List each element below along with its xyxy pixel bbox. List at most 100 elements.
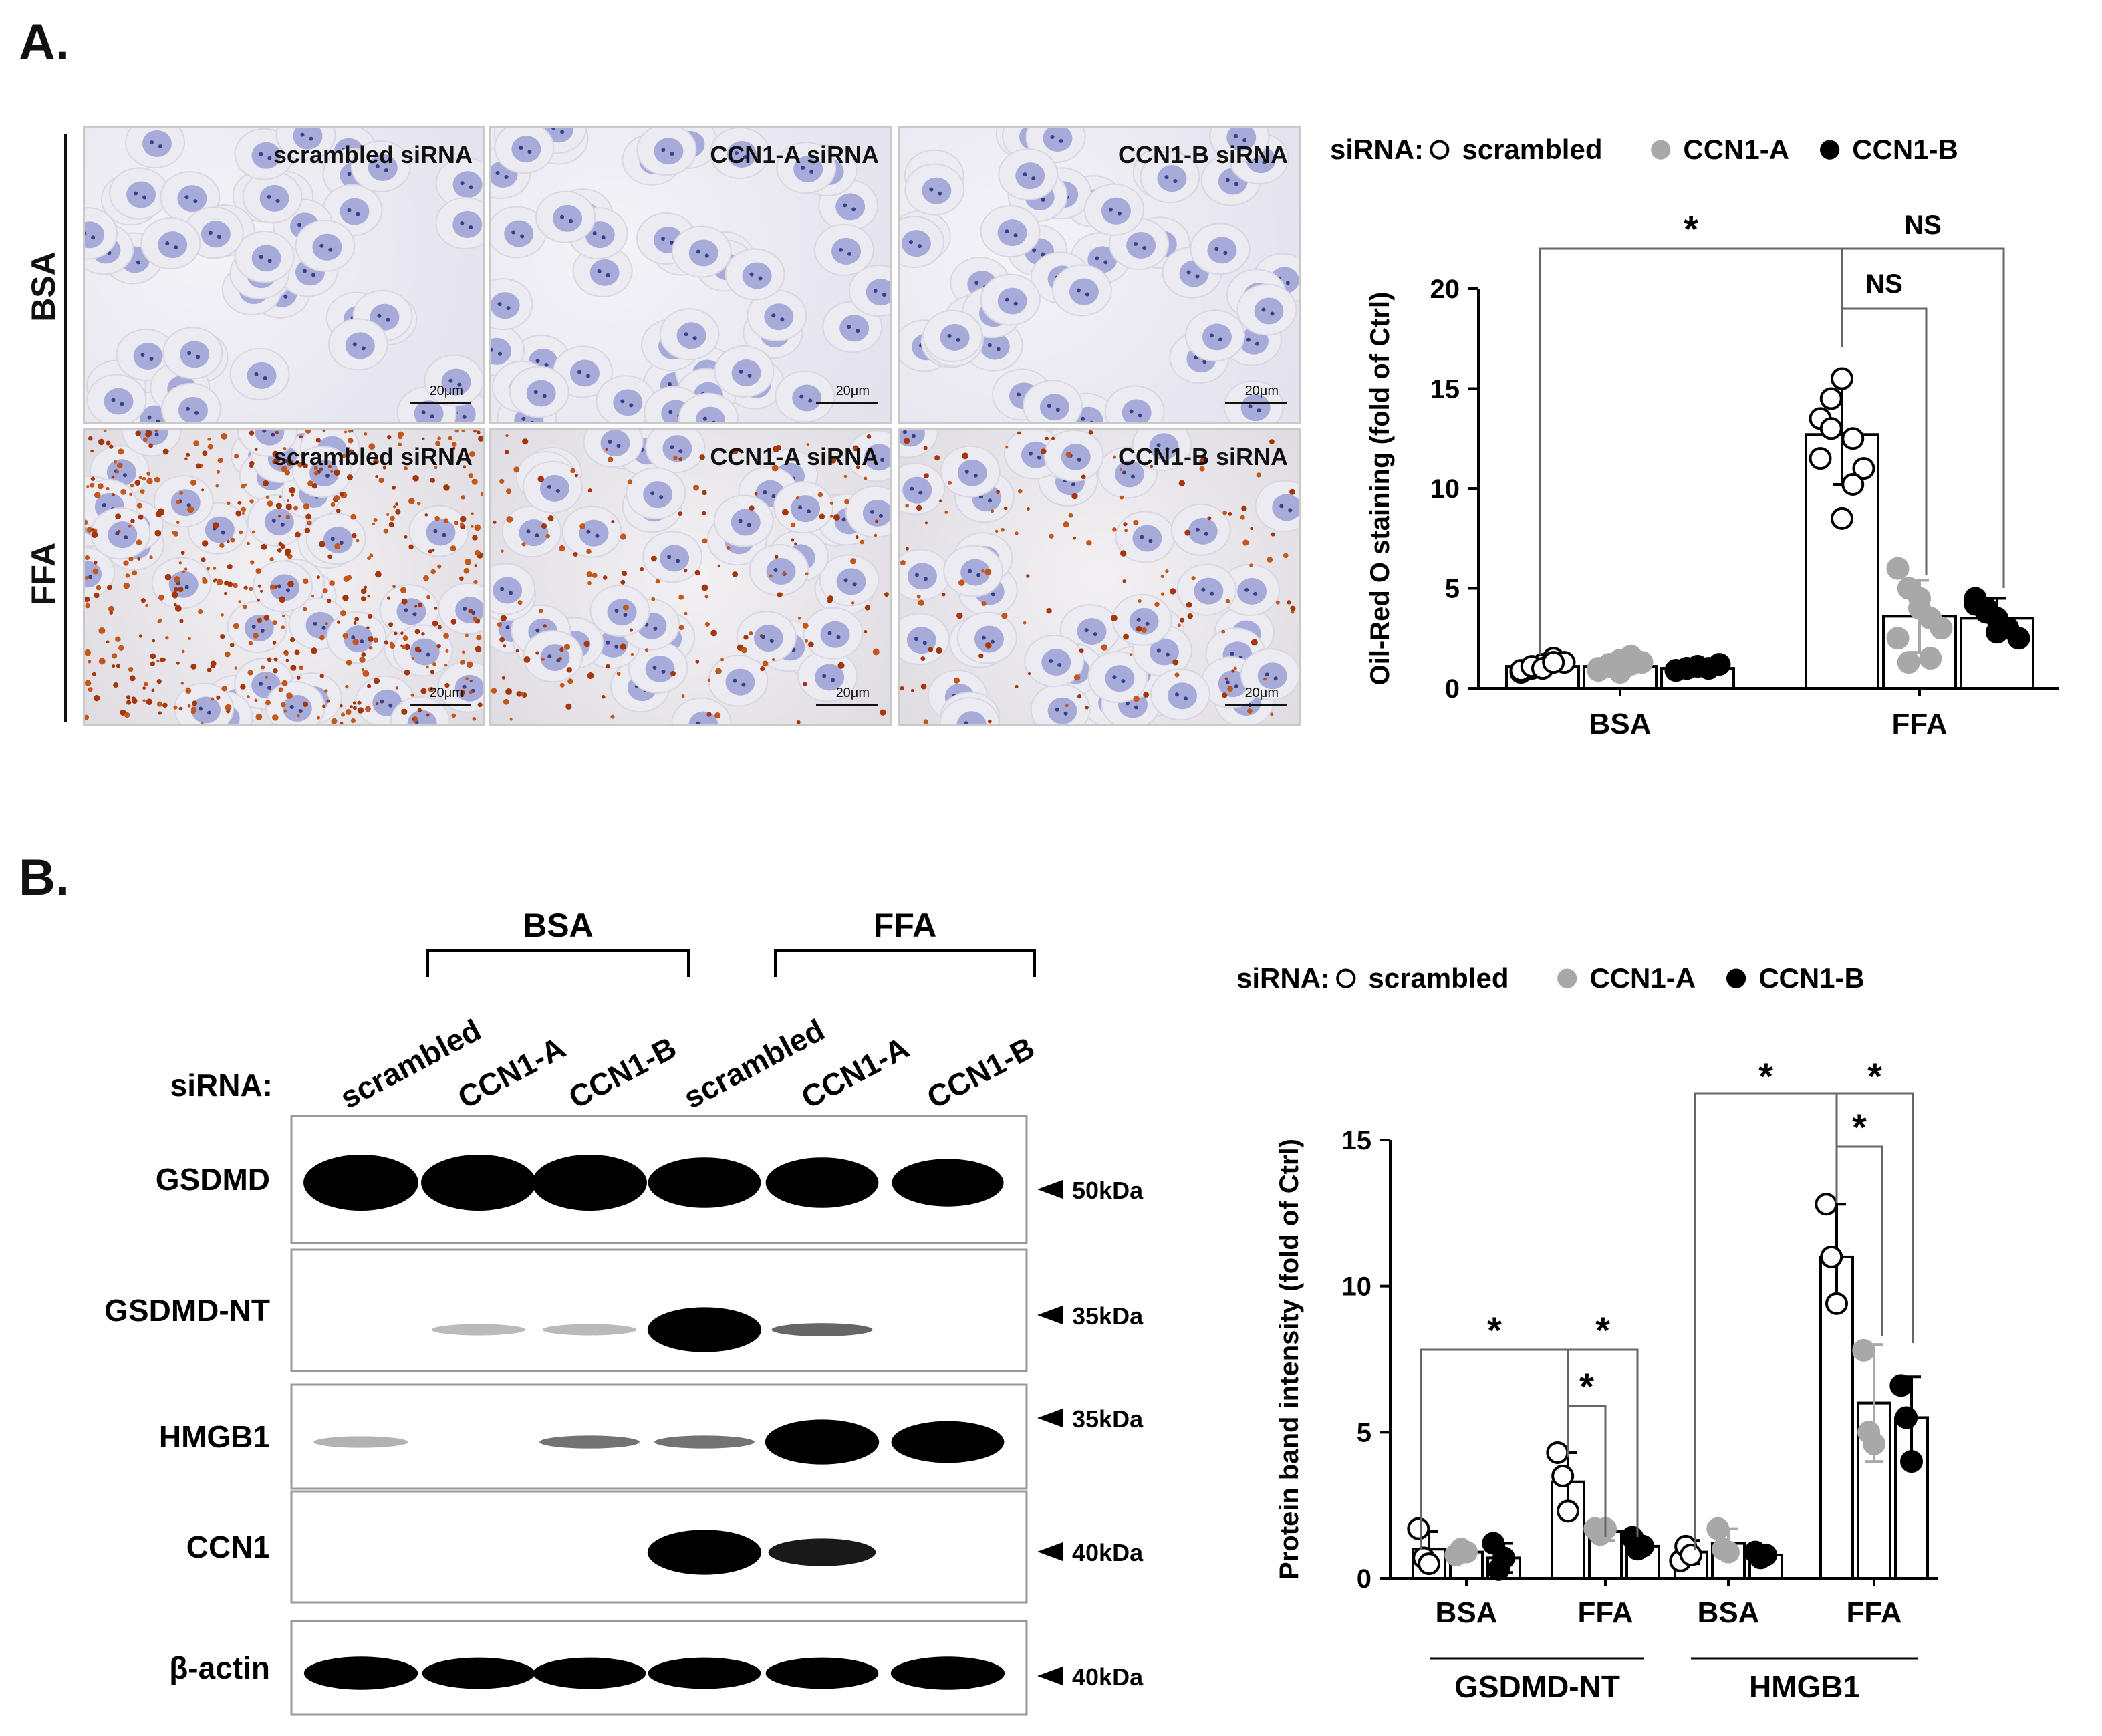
lipid-droplet [185,452,190,457]
lipid-droplet [334,469,340,476]
nucleolus [670,445,674,450]
lipid-droplet [681,694,685,698]
lipid-droplet [465,633,469,637]
lipid-droplet [541,523,547,529]
lipid-droplet [806,443,809,446]
blot-box-1 [290,1248,1028,1372]
cell-nucleus [731,359,761,386]
lipid-droplet [373,637,379,643]
lipid-droplet [281,680,288,686]
lipid-droplet [206,567,211,571]
lipid-droplet [808,641,814,647]
cell-nucleus [178,396,208,422]
nucleolus [1285,281,1290,285]
nucleolus [1095,256,1099,261]
nucleolus [360,639,364,644]
nucleolus [530,420,534,422]
nucleolus [111,398,116,402]
nucleolus [747,523,751,527]
lipid-droplet [704,621,710,627]
lipid-droplet [192,700,198,706]
y-tick-label: 15 [1342,1126,1372,1155]
lipid-droplet [1263,677,1267,681]
lipid-droplet [373,458,379,465]
cell-nucleus [142,130,172,158]
lipid-droplet [272,450,279,458]
lipid-droplet [91,528,95,532]
lipid-droplet [1249,563,1253,567]
lipid-droplet [558,657,562,661]
nucleolus [1195,527,1200,532]
lipid-droplet [923,719,929,724]
lipid-droplet [176,521,180,525]
lipid-droplet [852,445,859,452]
cell-nucleus [864,444,890,471]
marker-label-1: 35kDa [1072,1302,1144,1330]
lipid-droplet [286,498,290,502]
nucleolus [259,682,263,686]
lipid-droplet [301,462,305,466]
lipid-droplet [234,454,239,459]
lipid-droplet [616,672,621,676]
nucleolus [973,473,978,478]
lipid-droplet [346,474,353,480]
lipid-droplet [254,448,258,451]
nucleolus [763,490,767,494]
lipid-droplet [303,503,309,510]
lipid-droplet [349,705,353,709]
lipid-droplet [1154,601,1160,607]
lipid-droplet [856,465,860,470]
data-point [1863,1432,1885,1455]
lipid-droplet [339,491,344,497]
nucleolus [586,529,591,534]
lipid-droplet [774,555,779,559]
lipid-droplet [1246,708,1253,714]
lipid-droplet [125,573,130,578]
lipid-droplet [150,653,156,660]
lipid-droplet [414,646,420,652]
lipid-droplet [311,647,317,654]
lipid-droplet [1129,653,1133,656]
nucleolus [1242,138,1247,142]
lipid-droplet [474,564,477,567]
significance-bracket-b2-label: * [1595,1309,1610,1351]
lipid-droplet [587,672,594,679]
lipid-droplet [501,676,505,680]
cell-nucleus [731,509,761,536]
nucleolus [667,382,672,386]
nucleolus [670,152,674,156]
blot-band [768,1538,876,1566]
lipid-droplet [421,632,425,636]
lipid-droplet [444,664,448,667]
lipid-droplet [241,511,245,515]
blot-band [765,1657,879,1689]
lipid-droplet [130,483,134,488]
nucleolus [380,699,384,704]
data-point [1708,653,1731,676]
lipid-droplet [1015,684,1019,688]
nucleolus [1041,197,1045,202]
micrograph-label: CCN1-A siRNA [710,443,879,470]
nucleolus [462,684,467,689]
lipid-droplet [327,599,332,603]
lipid-droplet [670,670,676,676]
lipid-droplet [138,514,144,520]
cell-nucleus [493,577,523,604]
nucleolus [283,294,288,299]
nucleolus [495,170,500,175]
lipid-droplet [145,603,148,607]
nucleolus [1134,705,1138,710]
lipid-droplet [981,601,987,607]
lipid-droplet [220,633,225,639]
nucleolus [199,706,203,711]
nucleolus [747,373,752,378]
lipid-droplet [749,505,755,511]
lipid-droplet [375,571,382,578]
lipid-droplet [460,522,464,527]
lipid-droplet [622,604,629,611]
nucleolus [1279,504,1284,509]
cell-nucleus [654,138,684,165]
nucleolus [1134,241,1138,246]
lipid-droplet [113,682,119,688]
lipid-droplet [1026,574,1030,578]
